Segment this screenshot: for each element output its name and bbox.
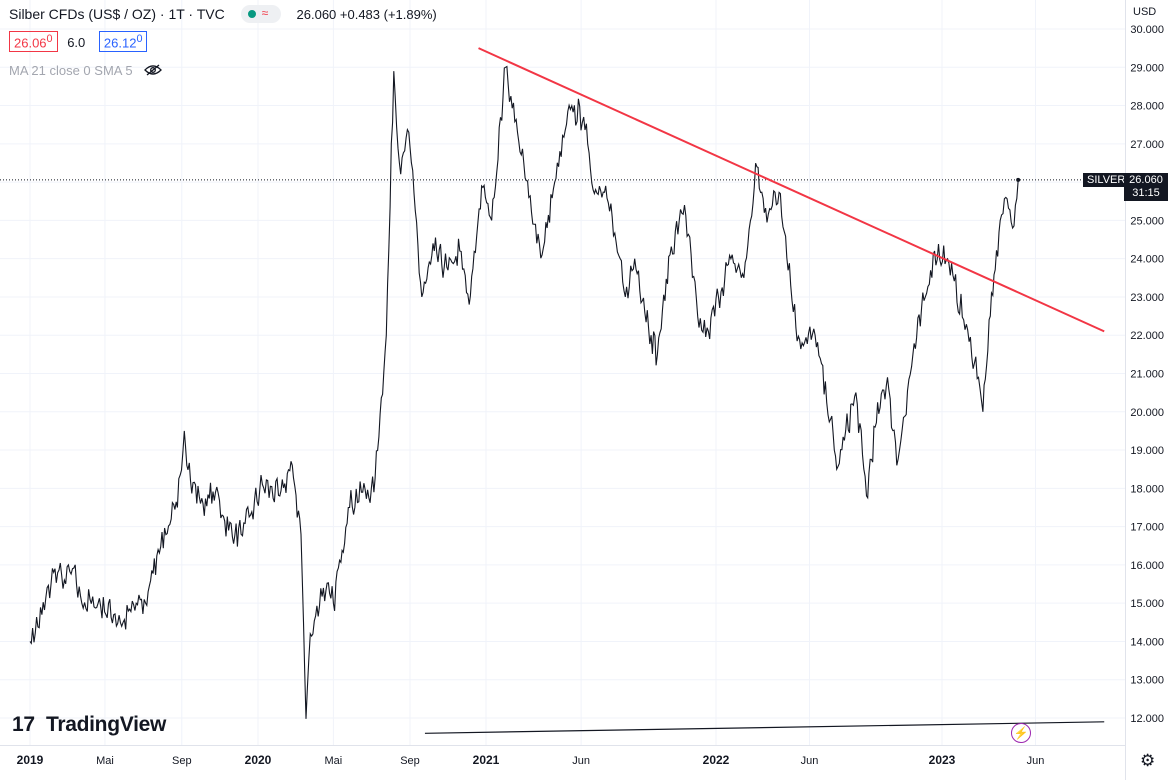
currency-label[interactable]: USD xyxy=(1133,6,1157,18)
symbol-title[interactable]: Silber CFDs (US$ / OZ) · 1T · TVC xyxy=(9,6,225,22)
tv-logo-icon: 17 xyxy=(12,713,35,736)
y-tick-label: 12.000 xyxy=(1130,713,1164,725)
resistance-trendline[interactable] xyxy=(478,47,1105,333)
bid-box[interactable]: 26.060 xyxy=(9,31,58,53)
x-tick-label: 2022 xyxy=(703,753,730,767)
x-tick-label: Jun xyxy=(801,755,819,767)
lightning-icon[interactable]: ⚡ xyxy=(1011,723,1031,743)
price-tag: 26.060 31:15 xyxy=(1124,173,1168,201)
y-tick-label: 20.000 xyxy=(1130,407,1164,419)
grid xyxy=(0,0,1125,745)
x-tick-label: Sep xyxy=(400,755,420,767)
y-tick-label: 27.000 xyxy=(1130,139,1164,151)
lower-trendline[interactable] xyxy=(424,721,1105,734)
spread-value: 6.0 xyxy=(67,35,86,51)
symbol-legend: Silber CFDs (US$ / OZ) · 1T · TVC ≈ 26.0… xyxy=(9,5,437,24)
eye-hidden-icon[interactable] xyxy=(144,64,163,79)
time-axis[interactable]: 2019 Mai Sep 2020 Mai Sep 2021 Jun 2022 Jun 2023 Ju… xyxy=(17,753,1045,767)
symbol-tag: SILVER xyxy=(1083,173,1130,187)
x-tick-label: Jun xyxy=(1027,755,1045,767)
silver-price-series[interactable] xyxy=(29,65,1019,719)
y-tick-label: 15.000 xyxy=(1130,598,1164,610)
market-status-pill[interactable]: ≈ xyxy=(240,5,281,24)
ask-value: 26.12 xyxy=(103,35,137,51)
countdown: 31:15 xyxy=(1132,187,1160,199)
y-tick-label: 30.000 xyxy=(1130,24,1164,36)
y-tick-label: 13.000 xyxy=(1130,675,1164,687)
y-tick-label: 23.000 xyxy=(1130,292,1164,304)
brand-name: TradingView xyxy=(46,713,167,736)
y-tick-label: 18.000 xyxy=(1130,483,1164,495)
y-tick-label: 28.000 xyxy=(1130,101,1164,113)
x-tick-label: 2021 xyxy=(473,753,500,767)
y-tick-label: 16.000 xyxy=(1130,560,1164,572)
ask-box[interactable]: 26.120 xyxy=(98,31,148,53)
tradingview-logo[interactable]: 17 TradingView xyxy=(12,713,166,737)
indicator-legend[interactable]: MA 21 close 0 SMA 5 xyxy=(9,63,163,79)
y-tick-label: 21.000 xyxy=(1130,369,1164,381)
price-tag-value: 26.060 xyxy=(1129,174,1163,186)
last-price-readout: 26.060 +0.483 (+1.89%) xyxy=(296,7,437,22)
price-axis[interactable]: 30.00029.00028.00027.00026.00025.00024.0… xyxy=(1130,24,1164,725)
market-open-dot-icon xyxy=(247,10,256,19)
x-tick-label: 2019 xyxy=(17,753,44,767)
ask-suffix: 0 xyxy=(136,33,143,45)
indicator-label: MA 21 close 0 SMA 5 xyxy=(9,63,133,78)
x-tick-label: Mai xyxy=(325,755,343,767)
x-tick-label: Sep xyxy=(172,755,192,767)
y-tick-label: 22.000 xyxy=(1130,330,1164,342)
bid-suffix: 0 xyxy=(46,33,53,45)
wave-icon: ≈ xyxy=(261,6,269,21)
gear-icon[interactable]: ⚙ xyxy=(1140,751,1156,770)
x-tick-label: Mai xyxy=(96,755,114,767)
y-tick-label: 17.000 xyxy=(1130,522,1164,534)
y-tick-label: 25.000 xyxy=(1130,215,1164,227)
y-tick-label: 19.000 xyxy=(1130,445,1164,457)
last-price-marker xyxy=(1016,177,1021,182)
x-tick-label: 2020 xyxy=(245,753,272,767)
bid-value: 26.06 xyxy=(14,35,47,51)
y-tick-label: 29.000 xyxy=(1130,62,1164,74)
drawings[interactable] xyxy=(424,47,1105,734)
x-tick-label: Jun xyxy=(572,755,590,767)
bid-ask-row: 26.060 6.0 26.120 xyxy=(9,31,153,53)
y-tick-label: 14.000 xyxy=(1130,636,1164,648)
x-tick-label: 2023 xyxy=(929,753,956,767)
y-tick-label: 24.000 xyxy=(1130,254,1164,266)
